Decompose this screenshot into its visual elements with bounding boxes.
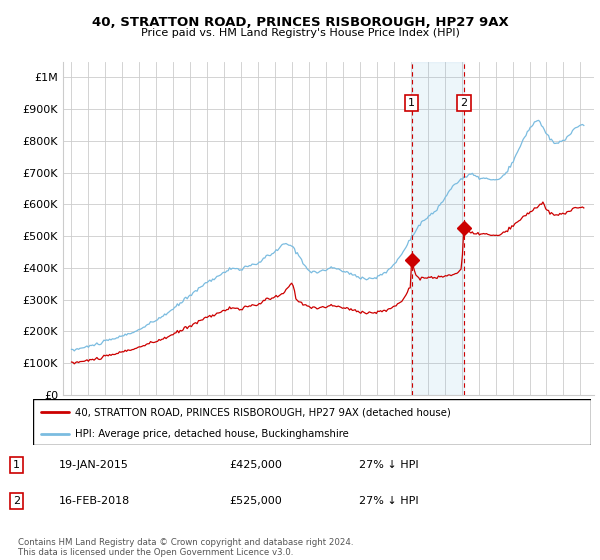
- Text: HPI: Average price, detached house, Buckinghamshire: HPI: Average price, detached house, Buck…: [75, 429, 349, 438]
- Bar: [412, 62, 464, 395]
- Text: 2: 2: [460, 98, 467, 108]
- FancyBboxPatch shape: [33, 399, 591, 445]
- Text: 1: 1: [408, 98, 415, 108]
- Text: 16-FEB-2018: 16-FEB-2018: [59, 496, 130, 506]
- Text: 19-JAN-2015: 19-JAN-2015: [59, 460, 129, 470]
- Text: 27% ↓ HPI: 27% ↓ HPI: [359, 496, 418, 506]
- Text: Price paid vs. HM Land Registry's House Price Index (HPI): Price paid vs. HM Land Registry's House …: [140, 28, 460, 38]
- Text: Contains HM Land Registry data © Crown copyright and database right 2024.
This d: Contains HM Land Registry data © Crown c…: [18, 538, 353, 557]
- Text: £525,000: £525,000: [229, 496, 282, 506]
- Text: 2: 2: [13, 496, 20, 506]
- Text: 40, STRATTON ROAD, PRINCES RISBOROUGH, HP27 9AX: 40, STRATTON ROAD, PRINCES RISBOROUGH, H…: [92, 16, 508, 29]
- Text: £425,000: £425,000: [229, 460, 283, 470]
- Text: 1: 1: [13, 460, 20, 470]
- Text: 27% ↓ HPI: 27% ↓ HPI: [359, 460, 418, 470]
- Text: 40, STRATTON ROAD, PRINCES RISBOROUGH, HP27 9AX (detached house): 40, STRATTON ROAD, PRINCES RISBOROUGH, H…: [75, 407, 451, 417]
